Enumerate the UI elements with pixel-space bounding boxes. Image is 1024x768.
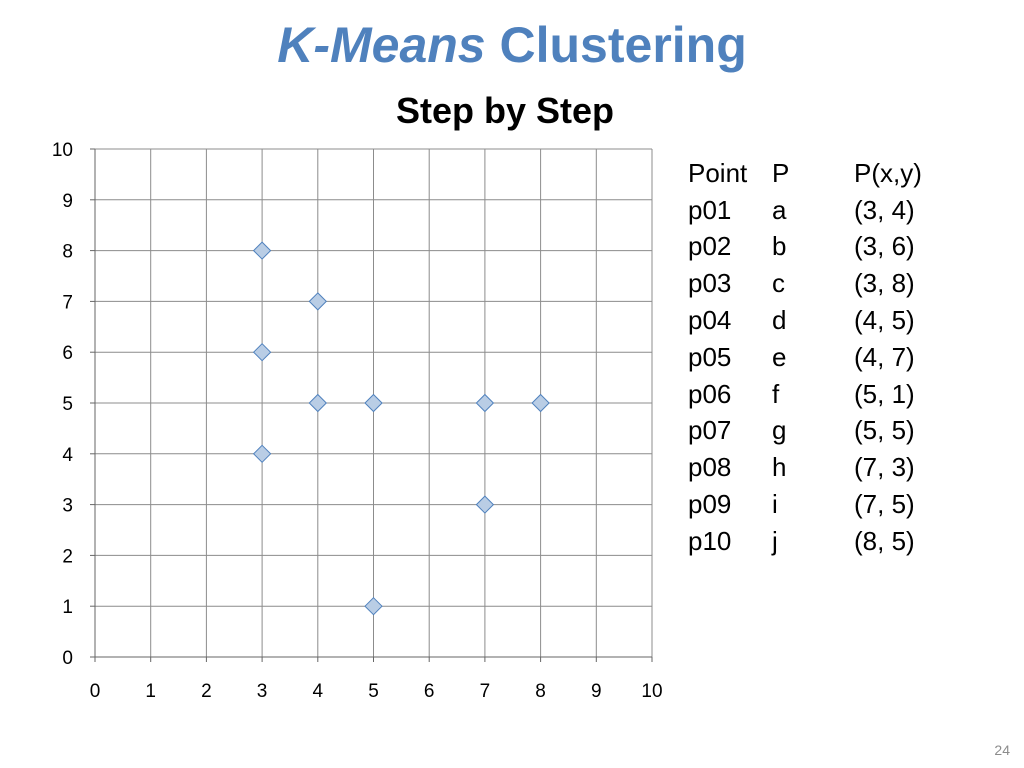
table-header-p: P [772, 157, 790, 188]
table-cell-pxy: (3, 6) [854, 231, 915, 262]
data-point [475, 393, 495, 413]
data-point [364, 393, 383, 413]
data-point [475, 495, 495, 514]
x-tick-label: 2 [201, 681, 212, 702]
table-row: p03 c (3, 8) [688, 265, 922, 302]
x-tick-label: 9 [591, 681, 602, 702]
table-row: p10 j (8, 5) [688, 523, 922, 560]
y-tick-label: 2 [62, 546, 73, 567]
table-row: p04 d (4, 5) [688, 302, 922, 339]
y-tick-label: 6 [62, 343, 73, 364]
page-number: 24 [994, 742, 1010, 758]
table-cell-point: p02 [688, 231, 732, 262]
data-point [252, 342, 272, 362]
x-tick-label: 8 [535, 681, 546, 702]
table-cell-p: d [772, 305, 787, 336]
table-row: p07 g (5, 5) [688, 413, 922, 450]
table-cell-point: p01 [688, 194, 732, 225]
y-tick-label: 10 [52, 140, 73, 161]
table-cell-p: h [772, 452, 787, 483]
table-cell-pxy: (4, 7) [854, 341, 915, 372]
table-row: p09 i (7, 5) [688, 486, 922, 523]
table-cell-point: p07 [688, 415, 732, 446]
table-cell-p: j [772, 525, 778, 556]
y-tick-label: 9 [62, 191, 73, 212]
table-cell-point: p03 [688, 268, 732, 299]
table-cell-p: f [772, 378, 780, 409]
table-cell-point: p06 [688, 378, 732, 409]
x-tick-label: 10 [641, 681, 662, 702]
table-cell-pxy: (8, 5) [854, 525, 915, 556]
table-row: p08 h (7, 3) [688, 449, 922, 486]
x-axis-ticks: 0 1 2 3 4 5 6 7 8 9 10 [90, 657, 663, 702]
table-cell-point: p10 [688, 525, 732, 556]
y-tick-label: 7 [62, 292, 73, 313]
points-table: Point P P(x,y) p01 a (3, 4) p02 b (3, 6) p03 c (… [688, 155, 922, 560]
table-header-row: Point P P(x,y) [688, 155, 922, 192]
slide-title-emphasis: K-Means [277, 17, 486, 73]
x-tick-label: 6 [424, 681, 435, 702]
x-tick-label: 7 [480, 681, 491, 702]
data-point [252, 241, 272, 260]
table-row: p06 f (5, 1) [688, 376, 922, 413]
x-tick-label: 1 [145, 681, 156, 702]
data-point [531, 393, 550, 413]
table-cell-pxy: (5, 1) [854, 378, 915, 409]
slide-title-rest: Clustering [499, 17, 747, 73]
slide-title: K-Means Clustering [0, 16, 1024, 74]
y-tick-label: 8 [62, 242, 73, 263]
table-cell-pxy: (3, 8) [854, 268, 915, 299]
table-cell-pxy: (4, 5) [854, 305, 915, 336]
table-cell-point: p04 [688, 305, 732, 336]
data-point [252, 444, 272, 464]
y-tick-label: 0 [62, 648, 73, 669]
table-header-point: Point [688, 157, 748, 188]
table-header-pxy: P(x,y) [854, 157, 922, 188]
y-tick-label: 4 [62, 445, 73, 466]
data-point [308, 393, 328, 413]
table-cell-point: p09 [688, 489, 732, 520]
y-axis-ticks: 0 1 2 3 4 5 6 7 8 9 10 [52, 140, 95, 669]
table-cell-pxy: (7, 3) [854, 452, 915, 483]
y-tick-label: 5 [62, 394, 73, 415]
table-cell-p: a [772, 194, 787, 225]
table-cell-p: e [772, 341, 787, 372]
table-row: p01 a (3, 4) [688, 192, 922, 229]
table-cell-p: c [772, 268, 785, 299]
data-point [364, 596, 383, 616]
table-cell-p: i [772, 489, 778, 520]
y-tick-label: 1 [62, 597, 73, 618]
x-tick-label: 0 [90, 681, 101, 702]
table-cell-point: p08 [688, 452, 732, 483]
data-point [308, 292, 328, 311]
data-points [252, 241, 550, 616]
scatter-chart: 0 1 2 3 4 5 6 7 8 9 10 0 1 2 3 4 5 6 7 8 9 10 [52, 140, 663, 702]
slide-subtitle: Step by Step [395, 90, 615, 131]
x-tick-label: 4 [313, 681, 324, 702]
table-cell-p: b [772, 231, 787, 262]
y-tick-label: 3 [62, 496, 73, 517]
table-cell-pxy: (5, 5) [854, 415, 915, 446]
table-cell-pxy: (7, 5) [854, 489, 915, 520]
table-cell-point: p05 [688, 341, 732, 372]
table-cell-pxy: (3, 4) [854, 194, 915, 225]
x-tick-label: 3 [257, 681, 268, 702]
table-row: p02 b (3, 6) [688, 229, 922, 266]
x-tick-label: 5 [368, 681, 379, 702]
table-row: p05 e (4, 7) [688, 339, 922, 376]
table-cell-p: g [772, 415, 787, 446]
table-body: p01 a (3, 4) p02 b (3, 6) p03 c (3, 8) p04 d (4, 5)… [688, 192, 922, 560]
